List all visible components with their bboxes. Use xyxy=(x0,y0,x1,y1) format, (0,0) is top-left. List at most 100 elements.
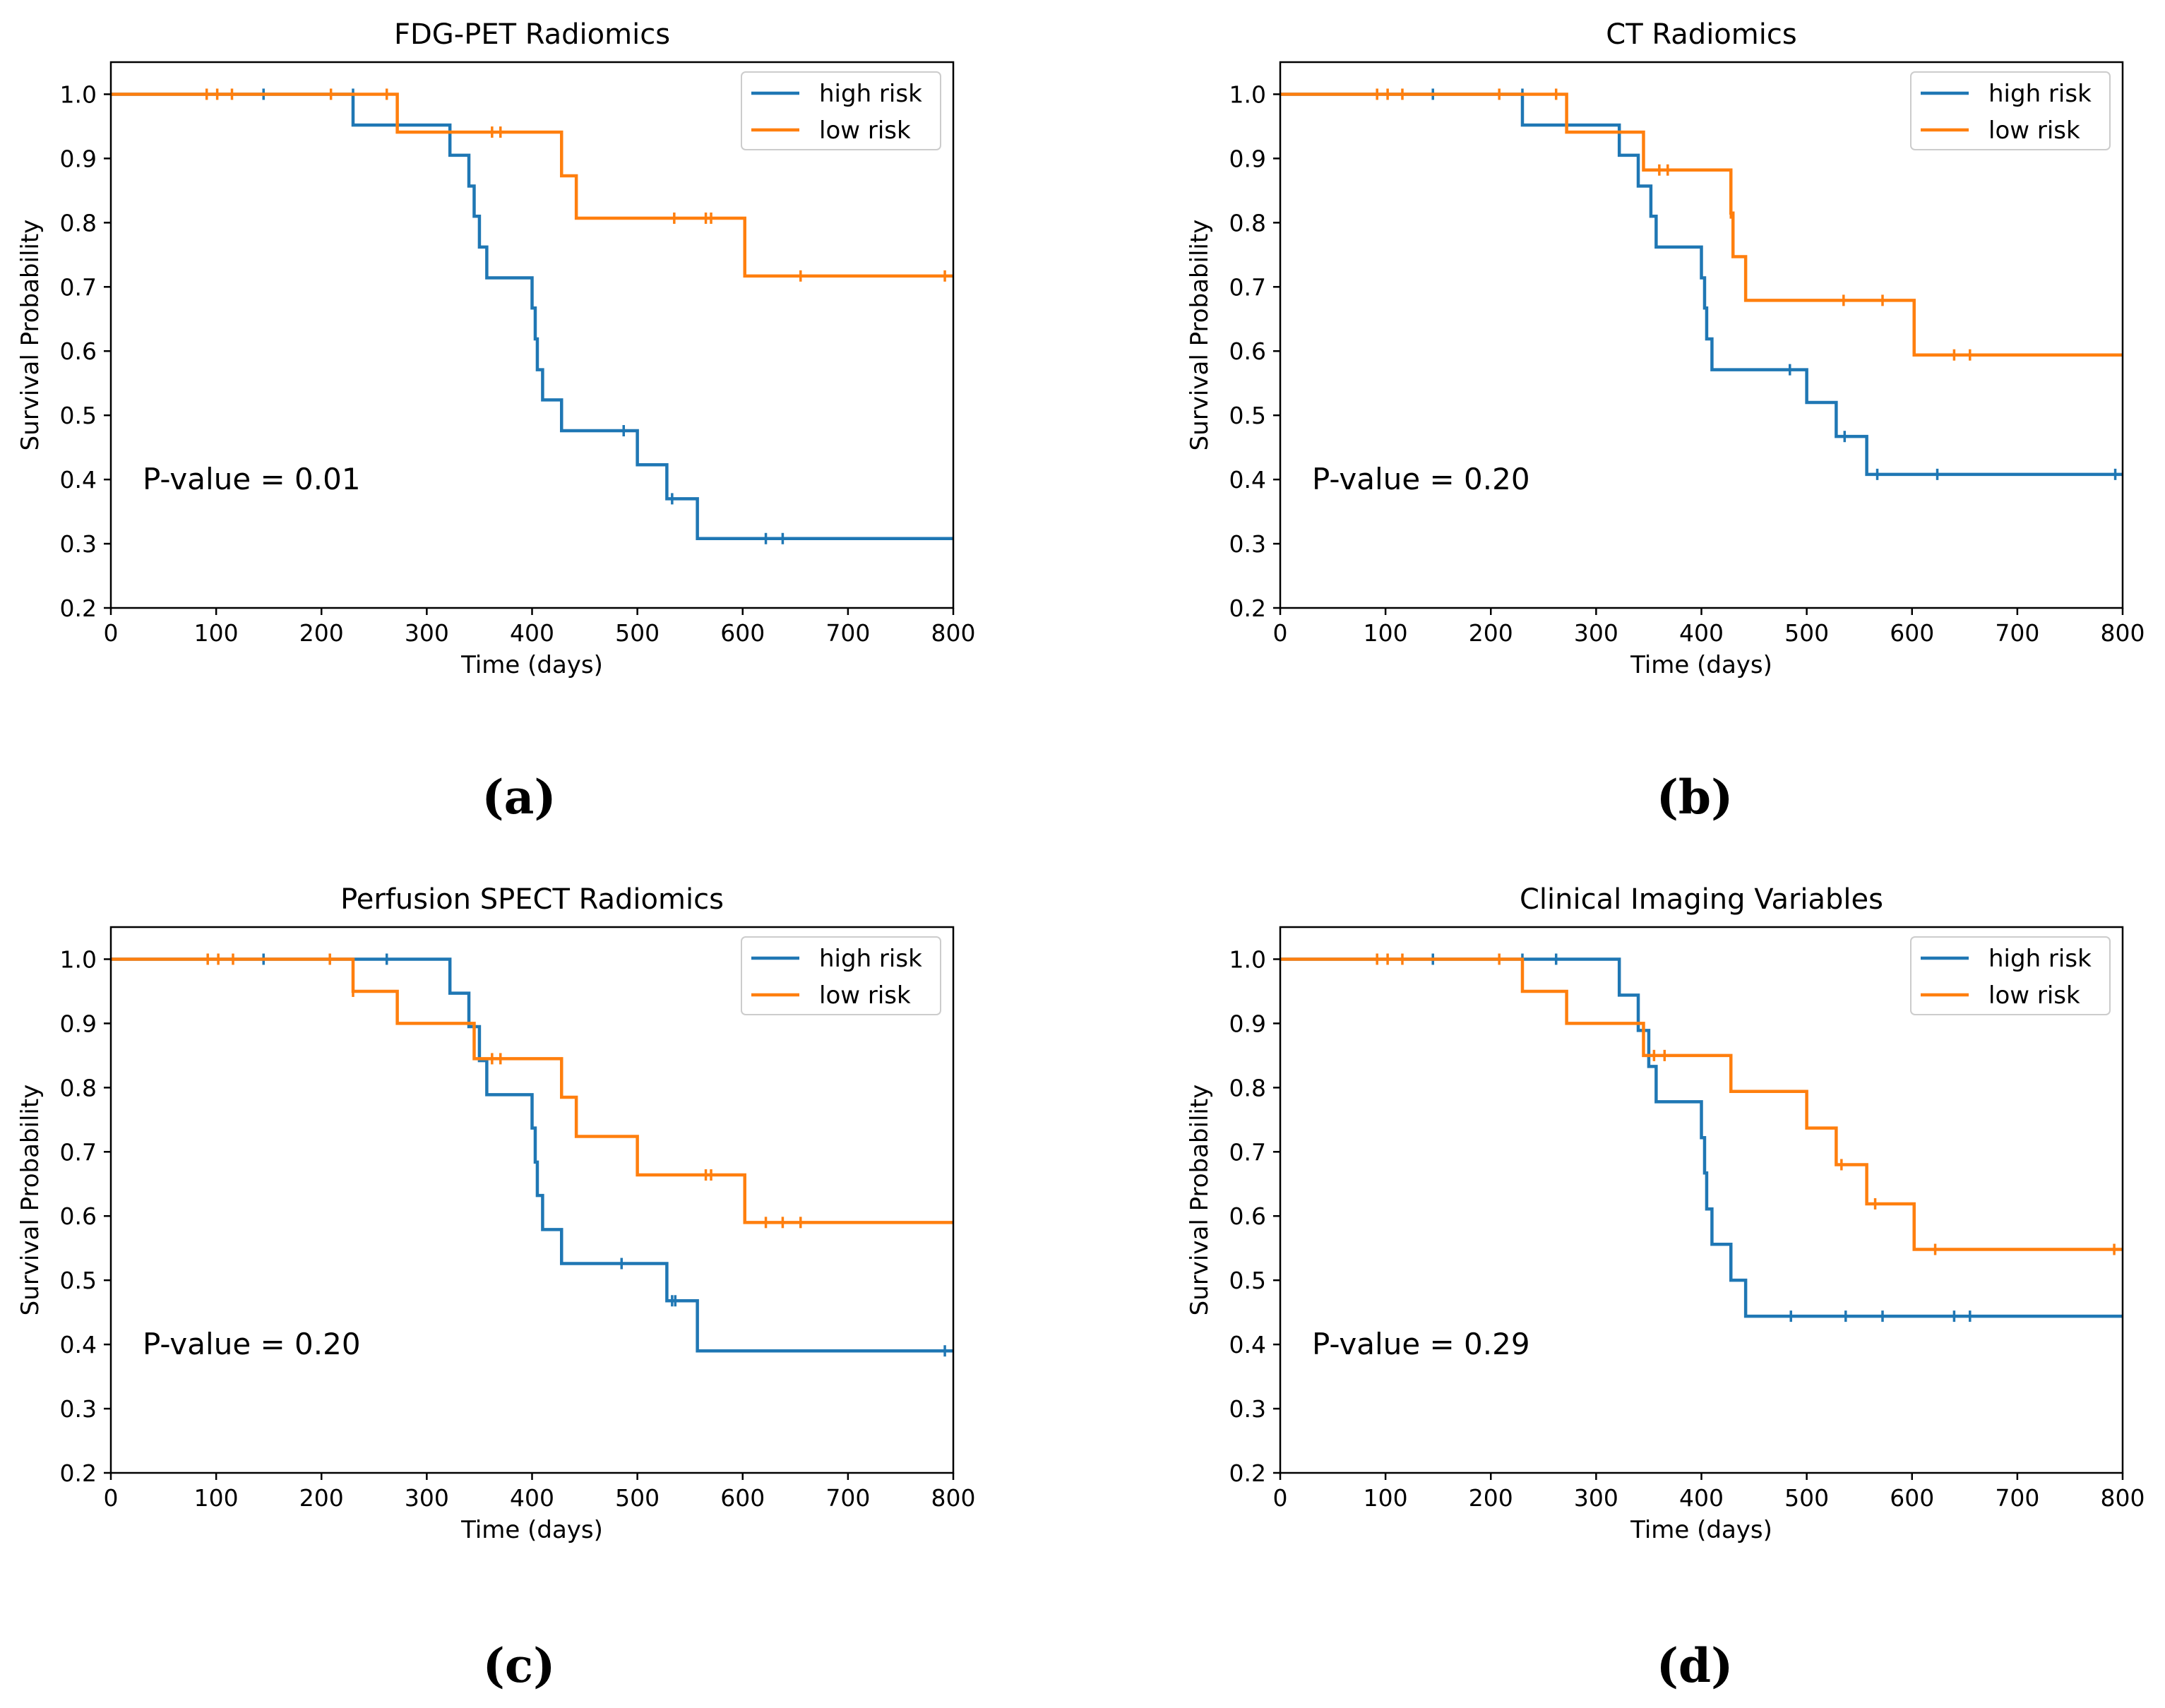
chart-2-title: Perfusion SPECT Radiomics xyxy=(340,883,724,916)
chart-1-xtick-label-1: 100 xyxy=(1364,619,1408,647)
chart-3-xtick-label-8: 800 xyxy=(2101,1484,2145,1512)
panel-caption-d: (d) xyxy=(1656,1638,1734,1693)
chart-1-ytick-label-1: 0.3 xyxy=(1229,530,1266,558)
chart-1-series-0-line xyxy=(1280,92,2123,477)
chart-0-ytick-label-4: 0.6 xyxy=(60,338,97,365)
chart-2-ytick-label-8: 1.0 xyxy=(60,945,97,973)
chart-2-xtick-label-7: 700 xyxy=(825,1484,870,1512)
chart-3-ytick-label-8: 1.0 xyxy=(1229,945,1266,973)
chart-0: FDG-PET Radiomics 0 100 200 300 400 500 600 700 8… xyxy=(16,18,976,679)
chart-0-ytick-label-6: 0.8 xyxy=(60,209,97,237)
chart-2-series-0-line xyxy=(111,957,953,1353)
chart-3-legend-label-1: low risk xyxy=(1988,981,2080,1010)
chart-2-xtick-label-6: 600 xyxy=(720,1484,765,1512)
chart-3-ytick-label-3: 0.5 xyxy=(1229,1267,1266,1294)
chart-0-title: FDG-PET Radiomics xyxy=(394,18,670,51)
chart-0-series-0-line xyxy=(111,92,953,541)
panel-caption-c: (c) xyxy=(482,1638,556,1693)
chart-2-xtick-label-0: 0 xyxy=(104,1484,119,1512)
chart-0-ytick-label-1: 0.3 xyxy=(60,530,97,558)
chart-1-ytick-label-6: 0.8 xyxy=(1229,209,1266,237)
chart-1-ytick-label-4: 0.6 xyxy=(1229,338,1266,365)
chart-0-ylabel: Survival Probability xyxy=(16,220,44,451)
chart-0-xlabel: Time (days) xyxy=(460,651,603,679)
chart-1-xtick-label-2: 200 xyxy=(1469,619,1513,647)
chart-1-ytick-label-7: 0.9 xyxy=(1229,145,1266,172)
chart-3-xtick-label-1: 100 xyxy=(1364,1484,1408,1512)
chart-0-xtick-label-4: 400 xyxy=(510,619,554,647)
chart-3-xtick-label-6: 600 xyxy=(1890,1484,1934,1512)
chart-1-xtick-label-6: 600 xyxy=(1890,619,1934,647)
chart-1-ytick-label-2: 0.4 xyxy=(1229,466,1266,494)
chart-2-annotation: P-value = 0.20 xyxy=(143,1327,361,1361)
chart-0-xtick-label-3: 300 xyxy=(405,619,449,647)
chart-0-ytick-label-0: 0.2 xyxy=(60,595,97,622)
chart-0-ytick-label-2: 0.4 xyxy=(60,466,97,494)
chart-1-ytick-label-3: 0.5 xyxy=(1229,402,1266,429)
chart-2: Perfusion SPECT Radiomics 0 100 200 300 400 50… xyxy=(16,883,976,1544)
chart-2-series-1-line xyxy=(111,957,953,1224)
chart-1-ytick-label-8: 1.0 xyxy=(1229,80,1266,108)
chart-3-legend: high risk low risk xyxy=(1910,936,2111,1015)
chart-1-xtick-label-7: 700 xyxy=(1995,619,2039,647)
chart-2-legend: high risk low risk xyxy=(741,936,941,1015)
chart-0-xtick-label-8: 800 xyxy=(931,619,976,647)
chart-2-xtick-label-2: 200 xyxy=(299,1484,344,1512)
chart-1-xtick-label-8: 800 xyxy=(2101,619,2145,647)
chart-3-xtick-label-3: 300 xyxy=(1574,1484,1618,1512)
chart-2-xtick-label-3: 300 xyxy=(405,1484,449,1512)
chart-0-xtick-label-7: 700 xyxy=(825,619,870,647)
chart-0-series-1-line xyxy=(111,92,953,278)
chart-1-ytick-label-5: 0.7 xyxy=(1229,273,1266,301)
chart-3-ylabel: Survival Probability xyxy=(1186,1085,1214,1316)
chart-3-ytick-label-7: 0.9 xyxy=(1229,1010,1266,1037)
chart-3-xtick-label-7: 700 xyxy=(1995,1484,2039,1512)
chart-1-xlabel: Time (days) xyxy=(1630,651,1772,679)
chart-2-ytick-label-2: 0.4 xyxy=(60,1331,97,1358)
chart-1-title: CT Radiomics xyxy=(1606,18,1796,51)
chart-3-ytick-label-1: 0.3 xyxy=(1229,1395,1266,1423)
chart-2-xtick-label-1: 100 xyxy=(194,1484,239,1512)
chart-3-xlabel: Time (days) xyxy=(1630,1516,1772,1544)
chart-2-ytick-label-7: 0.9 xyxy=(60,1010,97,1037)
chart-3-legend-label-0: high risk xyxy=(1988,945,2092,973)
chart-1-xtick-label-4: 400 xyxy=(1679,619,1724,647)
chart-3-ytick-label-0: 0.2 xyxy=(1229,1459,1266,1487)
chart-2-legend-label-0: high risk xyxy=(819,945,922,973)
panel-caption-a: (a) xyxy=(482,770,556,825)
chart-2-legend-label-1: low risk xyxy=(819,981,911,1010)
chart-3-ytick-label-4: 0.6 xyxy=(1229,1202,1266,1230)
chart-0-ytick-label-7: 0.9 xyxy=(60,145,97,172)
chart-3-annotation: P-value = 0.29 xyxy=(1312,1327,1530,1361)
chart-0-ytick-label-3: 0.5 xyxy=(60,402,97,429)
panel-caption-b: (b) xyxy=(1656,770,1734,825)
chart-3-xtick-label-2: 200 xyxy=(1469,1484,1513,1512)
chart-3-xtick-label-0: 0 xyxy=(1273,1484,1288,1512)
chart-2-ytick-label-3: 0.5 xyxy=(60,1267,97,1294)
chart-1-ytick-label-0: 0.2 xyxy=(1229,595,1266,622)
chart-0-legend-label-0: high risk xyxy=(819,80,922,108)
chart-2-xtick-label-8: 800 xyxy=(931,1484,976,1512)
chart-0-xtick-label-5: 500 xyxy=(615,619,660,647)
chart-0-ytick-label-8: 1.0 xyxy=(60,80,97,108)
chart-0-legend-label-1: low risk xyxy=(819,117,911,145)
chart-2-xlabel: Time (days) xyxy=(460,1516,603,1544)
chart-2-ytick-label-0: 0.2 xyxy=(60,1459,97,1487)
chart-0-xtick-label-0: 0 xyxy=(104,619,119,647)
chart-1-xtick-label-0: 0 xyxy=(1273,619,1288,647)
chart-1: CT Radiomics 0 100 200 300 400 500 600 700 800 0.2… xyxy=(1186,18,2145,679)
chart-3-title: Clinical Imaging Variables xyxy=(1520,883,1883,916)
chart-3-series-0-line xyxy=(1280,957,2123,1318)
chart-0-legend: high risk low risk xyxy=(741,71,941,150)
chart-2-ytick-label-4: 0.6 xyxy=(60,1202,97,1230)
chart-2-xtick-label-4: 400 xyxy=(510,1484,554,1512)
chart-3: Clinical Imaging Variables 0 100 200 300 400 5… xyxy=(1186,883,2145,1544)
chart-0-annotation: P-value = 0.01 xyxy=(143,462,361,496)
chart-0-xtick-label-1: 100 xyxy=(194,619,239,647)
chart-1-legend-label-1: low risk xyxy=(1988,117,2080,145)
chart-1-xtick-label-5: 500 xyxy=(1784,619,1829,647)
chart-3-ytick-label-6: 0.8 xyxy=(1229,1074,1266,1101)
chart-2-ytick-label-6: 0.8 xyxy=(60,1074,97,1101)
chart-2-ytick-label-5: 0.7 xyxy=(60,1138,97,1166)
